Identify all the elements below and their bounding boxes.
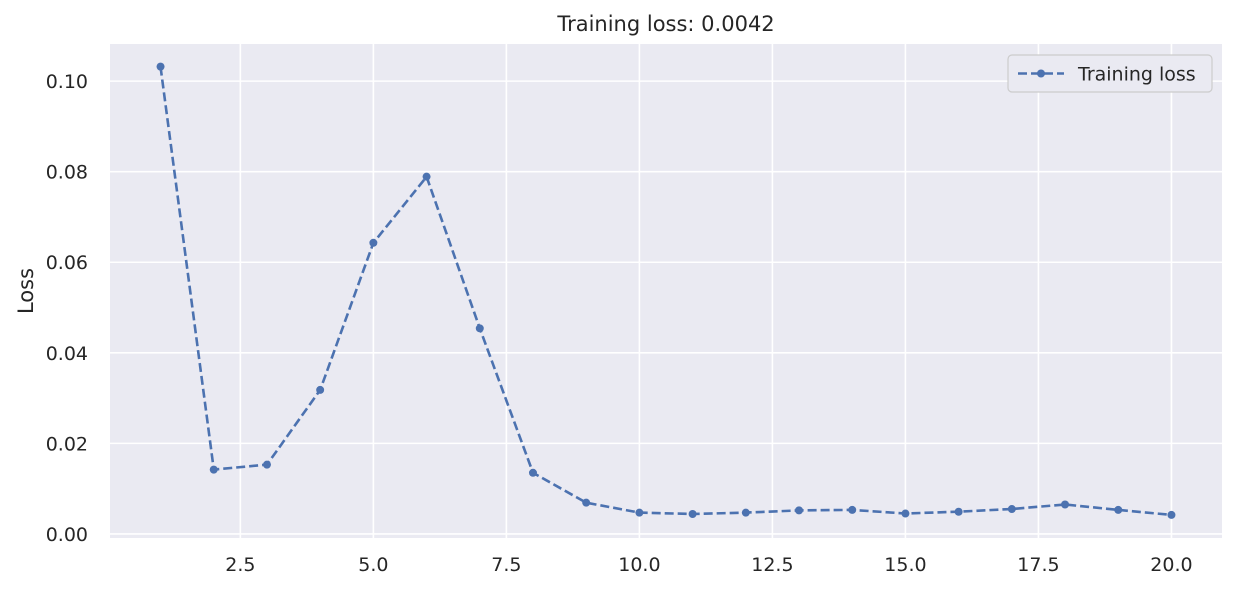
data-point	[156, 62, 165, 71]
data-point	[475, 324, 484, 333]
data-point	[741, 508, 750, 517]
data-point	[422, 172, 431, 181]
x-axis-ticks: 2.5 5.0 7.5 10.0 12.5 15.0 17.5 20.0	[225, 554, 1192, 576]
y-tick-label: 0.06	[46, 252, 88, 274]
plot-area	[110, 44, 1222, 538]
x-tick-label: 12.5	[751, 554, 793, 576]
x-tick-label: 17.5	[1017, 554, 1059, 576]
y-tick-label: 0.08	[46, 162, 88, 184]
x-tick-label: 15.0	[884, 554, 926, 576]
data-point	[528, 468, 537, 477]
x-tick-label: 5.0	[358, 554, 388, 576]
chart-title: Training loss: 0.0042	[556, 12, 774, 36]
y-axis-ticks: 0.00 0.02 0.04 0.06 0.08 0.10	[46, 71, 88, 546]
x-tick-label: 10.0	[618, 554, 660, 576]
data-point	[635, 508, 644, 517]
data-point	[795, 506, 804, 515]
y-tick-label: 0.00	[46, 524, 88, 546]
legend-box	[1007, 54, 1213, 93]
data-point	[954, 507, 963, 516]
data-point	[1061, 500, 1070, 509]
y-tick-label: 0.04	[46, 343, 88, 365]
series-layer	[156, 62, 1176, 519]
legend-marker	[1037, 69, 1045, 78]
data-point	[848, 505, 857, 514]
x-tick-label: 20.0	[1150, 554, 1192, 576]
data-point	[262, 460, 271, 469]
data-point	[316, 385, 325, 394]
data-point	[582, 498, 591, 507]
data-point	[209, 465, 218, 474]
legend-label: Training loss	[1077, 64, 1196, 86]
data-point	[1167, 510, 1176, 519]
data-point	[369, 238, 378, 247]
x-tick-label: 7.5	[491, 554, 521, 576]
y-tick-label: 0.10	[46, 71, 88, 93]
series-line	[159, 66, 1172, 517]
data-point	[1007, 505, 1016, 514]
data-point	[901, 509, 910, 518]
data-point	[688, 510, 697, 519]
data-point	[1114, 505, 1123, 514]
x-tick-label: 2.5	[225, 554, 255, 576]
y-tick-label: 0.02	[46, 433, 88, 455]
legend: Training loss	[1007, 54, 1213, 93]
y-axis-label: Loss	[14, 268, 38, 314]
